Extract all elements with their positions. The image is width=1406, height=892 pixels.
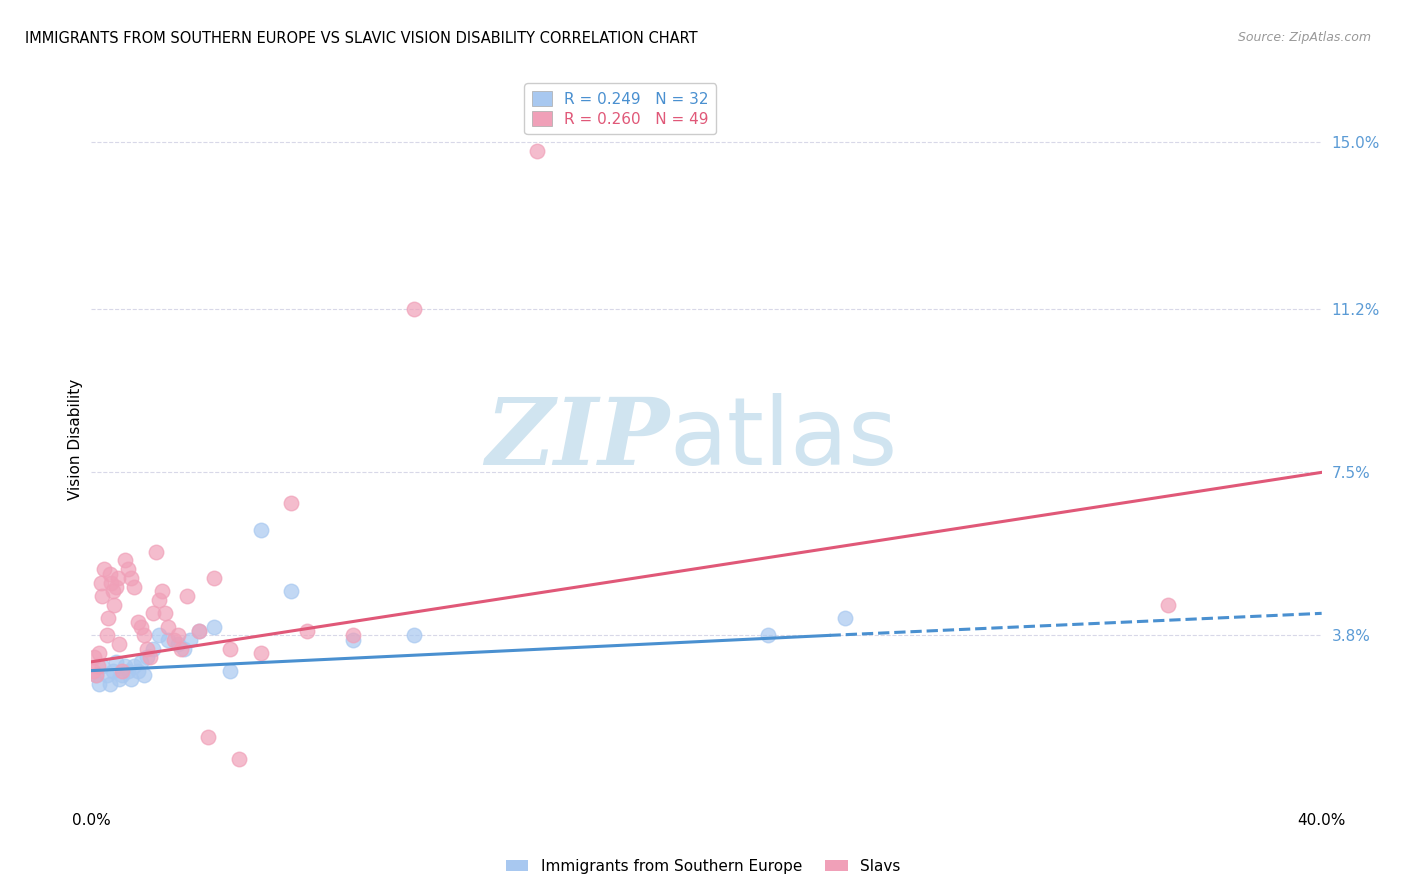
Point [1157,598,1180,612]
Point [127,664,149,678]
Point [87,646,110,660]
Point [135,650,157,665]
Point [145,544,167,558]
Point [280,584,302,599]
Y-axis label: Vision Disability: Vision Disability [67,379,83,500]
Point [117,664,139,678]
Point [188,624,211,638]
Point [173,641,195,656]
Point [101,664,124,678]
Point [114,659,136,673]
Point [93,562,115,576]
Point [98,677,121,691]
Point [148,593,170,607]
Point [150,584,173,599]
Point [108,637,131,651]
Point [108,673,131,687]
Point [166,637,188,651]
Point [90,575,112,590]
Point [249,523,271,537]
Point [91,659,114,673]
Point [218,641,240,656]
Point [153,607,177,621]
Point [120,673,142,687]
Point [105,655,127,669]
Point [526,144,548,158]
Point [218,664,240,678]
Point [228,752,250,766]
Point [179,632,201,647]
Point [97,611,120,625]
Text: atlas: atlas [669,393,898,485]
Point [96,628,118,642]
Point [202,619,225,633]
Point [129,655,152,669]
Point [188,624,211,638]
Point [197,730,219,744]
Point [157,632,180,647]
Point [163,632,186,647]
Point [132,628,155,642]
Point [105,580,127,594]
Point [157,619,180,633]
Point [295,624,318,638]
Point [129,619,152,633]
Text: ZIP: ZIP [485,394,669,484]
Point [98,566,121,581]
Point [86,659,108,673]
Text: IMMIGRANTS FROM SOUTHERN EUROPE VS SLAVIC VISION DISABILITY CORRELATION CHART: IMMIGRANTS FROM SOUTHERN EUROPE VS SLAVI… [25,31,697,46]
Point [142,641,165,656]
Point [91,589,114,603]
Point [132,668,155,682]
Point [114,553,136,567]
Point [84,668,107,682]
Point [148,628,170,642]
Point [834,611,856,625]
Point [169,641,191,656]
Legend: R = 0.249   N = 32, R = 0.260   N = 49: R = 0.249 N = 32, R = 0.260 N = 49 [524,84,716,135]
Point [139,650,162,665]
Point [82,664,104,678]
Point [111,668,134,682]
Text: Source: ZipAtlas.com: Source: ZipAtlas.com [1237,31,1371,45]
Point [142,607,165,621]
Point [404,628,426,642]
Point [107,571,129,585]
Point [404,302,426,317]
Point [249,646,271,660]
Point [87,677,110,691]
Point [103,598,125,612]
Legend: Immigrants from Southern Europe, Slavs: Immigrants from Southern Europe, Slavs [499,853,907,880]
Point [202,571,225,585]
Point [117,562,139,576]
Point [342,632,364,647]
Point [127,615,149,629]
Point [280,496,302,510]
Point [96,668,118,682]
Point [100,575,122,590]
Point [84,668,107,682]
Point [120,571,142,585]
Point [342,628,364,642]
Point [83,650,105,665]
Point [101,584,124,599]
Point [135,641,157,656]
Point [756,628,779,642]
Point [176,589,198,603]
Point [124,580,146,594]
Point [111,664,134,678]
Point [124,659,146,673]
Point [166,628,188,642]
